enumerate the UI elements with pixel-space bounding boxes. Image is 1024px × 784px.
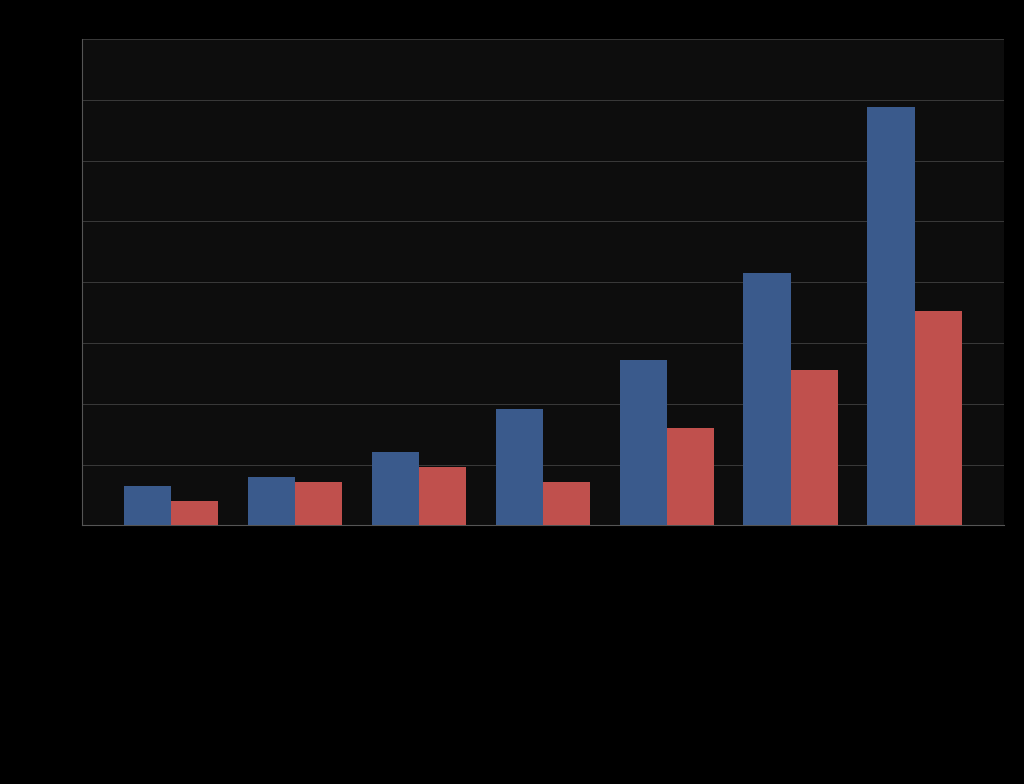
Bar: [295, 481, 342, 525]
Bar: [419, 467, 466, 525]
Bar: [667, 428, 714, 525]
Bar: [124, 486, 171, 525]
Bar: [372, 452, 419, 525]
Bar: [914, 311, 962, 525]
Bar: [620, 360, 667, 525]
Bar: [496, 408, 543, 525]
Bar: [543, 481, 590, 525]
Bar: [867, 107, 914, 525]
Bar: [743, 273, 791, 525]
Bar: [791, 370, 838, 525]
Bar: [171, 501, 218, 525]
Bar: [248, 477, 295, 525]
